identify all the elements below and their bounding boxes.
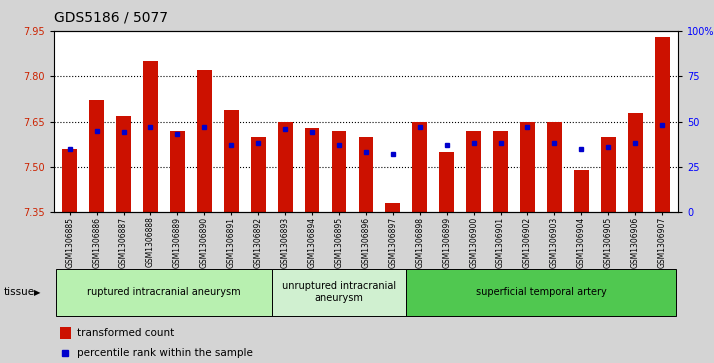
Bar [547, 122, 562, 212]
Bar [170, 131, 185, 212]
Text: GDS5186 / 5077: GDS5186 / 5077 [54, 11, 168, 25]
Bar [271, 269, 406, 316]
Text: ruptured intracranial aneurysm: ruptured intracranial aneurysm [87, 287, 241, 297]
Bar [56, 269, 271, 316]
Text: tissue: tissue [4, 287, 35, 297]
Bar [601, 137, 615, 212]
Bar [60, 327, 71, 339]
Bar [493, 131, 508, 212]
Bar [386, 203, 401, 212]
Bar [305, 128, 319, 212]
Bar [62, 149, 77, 212]
Bar [628, 113, 643, 212]
Bar [278, 122, 293, 212]
Bar [251, 137, 266, 212]
Bar [331, 131, 346, 212]
Bar [655, 37, 670, 212]
Text: percentile rank within the sample: percentile rank within the sample [77, 348, 253, 358]
Bar [116, 115, 131, 212]
Text: transformed count: transformed count [77, 328, 174, 338]
Bar [466, 131, 481, 212]
Bar [197, 70, 212, 212]
Bar [143, 61, 158, 212]
Bar [574, 170, 589, 212]
Text: superficial temporal artery: superficial temporal artery [476, 287, 606, 297]
Text: unruptured intracranial
aneurysm: unruptured intracranial aneurysm [282, 281, 396, 303]
Bar [439, 152, 454, 212]
Bar [413, 122, 427, 212]
Bar [520, 122, 535, 212]
Bar [89, 101, 104, 212]
Bar [224, 110, 238, 212]
Bar [358, 137, 373, 212]
Text: ▶: ▶ [34, 288, 41, 297]
Bar [406, 269, 675, 316]
